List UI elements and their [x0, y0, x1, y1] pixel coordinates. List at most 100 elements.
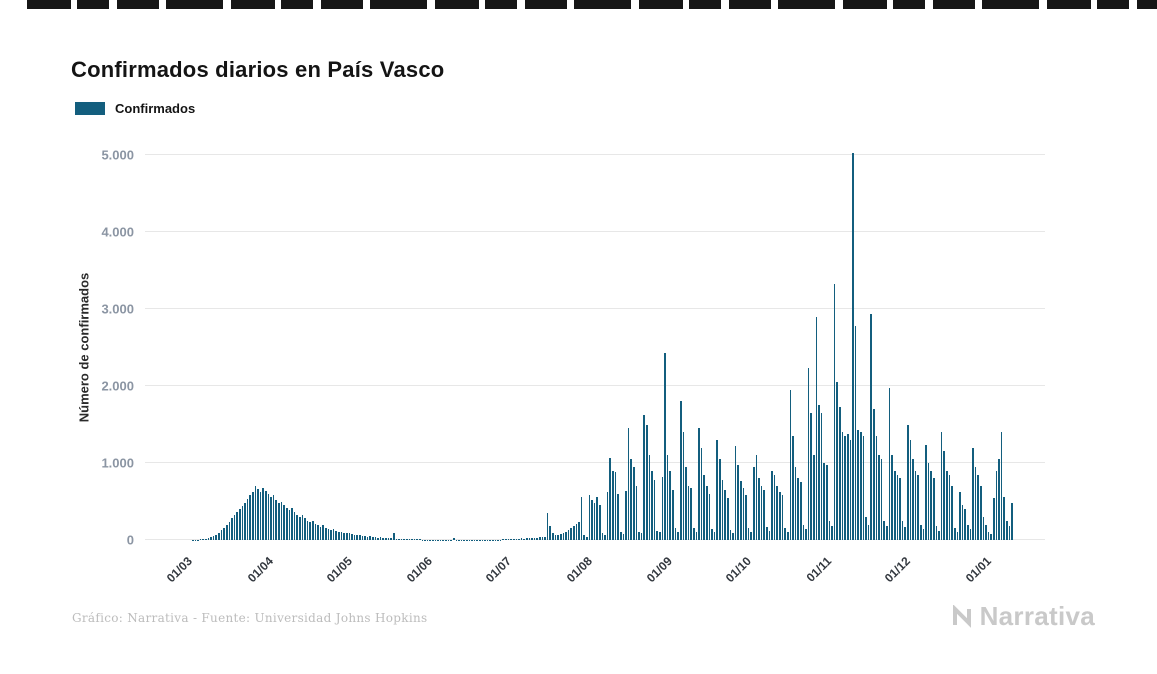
bar[interactable]	[792, 436, 794, 540]
bar[interactable]	[241, 506, 244, 540]
bar[interactable]	[659, 532, 661, 540]
bar[interactable]	[779, 492, 781, 540]
bar[interactable]	[541, 536, 544, 540]
bar[interactable]	[288, 509, 291, 540]
bar[interactable]	[930, 470, 933, 540]
bar[interactable]	[330, 530, 332, 540]
bar[interactable]	[666, 455, 669, 540]
bar[interactable]	[327, 528, 330, 540]
bar[interactable]	[223, 527, 225, 540]
bar[interactable]	[726, 497, 729, 540]
bar[interactable]	[870, 314, 873, 540]
bar[interactable]	[813, 455, 815, 540]
bar[interactable]	[619, 532, 622, 540]
bar[interactable]	[557, 535, 559, 540]
bar[interactable]	[525, 538, 528, 540]
bar[interactable]	[335, 530, 338, 540]
bar[interactable]	[977, 474, 979, 540]
bar[interactable]	[392, 533, 395, 540]
bar[interactable]	[1011, 503, 1013, 540]
bar[interactable]	[531, 537, 533, 540]
bar[interactable]	[990, 533, 993, 540]
bar[interactable]	[588, 495, 591, 540]
bar[interactable]	[640, 533, 643, 540]
bar[interactable]	[818, 405, 820, 540]
bar[interactable]	[849, 439, 852, 540]
bar[interactable]	[549, 526, 552, 540]
bar[interactable]	[572, 526, 575, 540]
bar[interactable]	[520, 538, 523, 540]
bar[interactable]	[802, 524, 805, 540]
bar[interactable]	[403, 538, 405, 540]
bar[interactable]	[398, 538, 400, 540]
bar[interactable]	[797, 478, 799, 540]
bar[interactable]	[512, 538, 515, 540]
bar[interactable]	[364, 536, 366, 540]
bar[interactable]	[304, 518, 306, 540]
bar[interactable]	[933, 478, 935, 540]
bar[interactable]	[552, 533, 554, 540]
bar[interactable]	[739, 481, 742, 540]
bar[interactable]	[351, 534, 353, 540]
bar[interactable]	[265, 490, 267, 540]
bar[interactable]	[249, 495, 251, 540]
bar[interactable]	[685, 466, 687, 540]
bar[interactable]	[507, 538, 510, 540]
bar[interactable]	[405, 539, 408, 540]
bar[interactable]	[272, 494, 275, 540]
bar[interactable]	[695, 531, 698, 540]
bar[interactable]	[682, 432, 685, 540]
bar[interactable]	[596, 496, 599, 540]
bar[interactable]	[505, 539, 507, 540]
bar[interactable]	[627, 428, 630, 540]
bar[interactable]	[833, 284, 836, 540]
bar[interactable]	[807, 368, 810, 540]
bar[interactable]	[959, 492, 961, 540]
bar[interactable]	[638, 531, 640, 540]
bar[interactable]	[789, 389, 792, 540]
bar[interactable]	[244, 503, 246, 540]
bar[interactable]	[873, 409, 875, 540]
bar[interactable]	[212, 536, 215, 540]
bar[interactable]	[729, 530, 732, 540]
bar[interactable]	[935, 526, 938, 540]
bar[interactable]	[878, 455, 880, 540]
bar[interactable]	[919, 524, 922, 540]
bar[interactable]	[606, 492, 609, 540]
bar[interactable]	[998, 459, 1000, 540]
bar[interactable]	[880, 459, 883, 540]
bar[interactable]	[317, 525, 319, 540]
bar[interactable]	[536, 537, 539, 540]
bar[interactable]	[418, 539, 421, 540]
bar[interactable]	[591, 499, 593, 540]
bar[interactable]	[875, 436, 878, 540]
bar[interactable]	[270, 496, 272, 540]
bar[interactable]	[372, 536, 374, 540]
bar[interactable]	[698, 428, 700, 540]
bar[interactable]	[622, 533, 625, 540]
bar[interactable]	[940, 432, 943, 540]
bar[interactable]	[646, 424, 648, 540]
bar[interactable]	[382, 537, 385, 540]
bar[interactable]	[238, 509, 241, 540]
bar[interactable]	[580, 496, 583, 540]
bar[interactable]	[205, 538, 207, 540]
bar[interactable]	[353, 534, 356, 540]
bar[interactable]	[246, 499, 249, 540]
bar[interactable]	[554, 534, 557, 540]
bar[interactable]	[254, 486, 257, 540]
bar[interactable]	[711, 529, 713, 540]
bar[interactable]	[732, 533, 734, 540]
bar[interactable]	[841, 432, 844, 540]
bar[interactable]	[768, 530, 771, 540]
bar[interactable]	[964, 509, 966, 540]
bar[interactable]	[948, 474, 951, 540]
bar[interactable]	[452, 538, 455, 540]
bar[interactable]	[319, 526, 322, 540]
bar[interactable]	[338, 531, 340, 540]
bar[interactable]	[980, 486, 982, 540]
bar[interactable]	[1000, 432, 1003, 540]
bar[interactable]	[306, 520, 309, 540]
bar[interactable]	[773, 474, 776, 540]
bar[interactable]	[993, 497, 995, 540]
